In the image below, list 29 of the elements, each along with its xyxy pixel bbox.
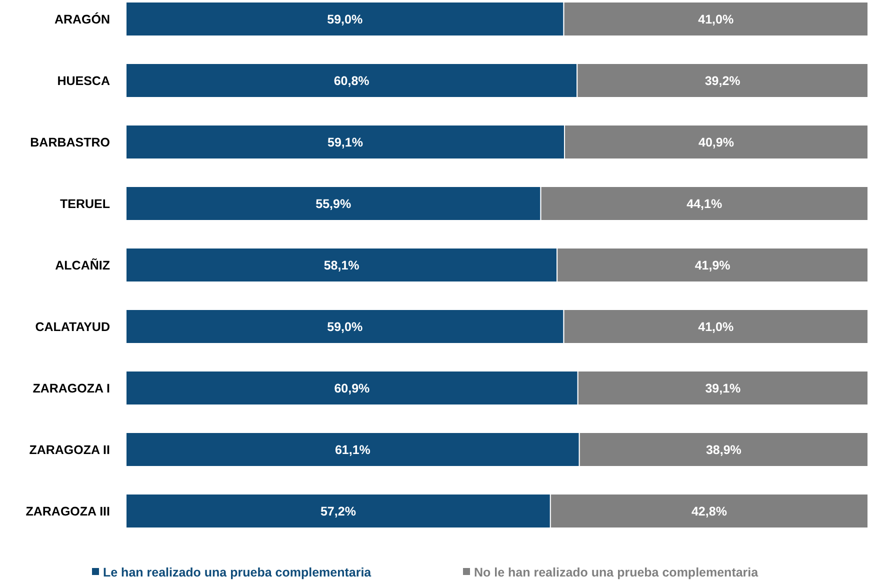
data-label: 41,0%: [698, 12, 734, 26]
y-tick-label: ARAGÓN: [54, 11, 110, 26]
data-label: 40,9%: [698, 135, 734, 150]
y-tick-label: BARBASTRO: [30, 135, 110, 150]
y-tick-label: ZARAGOZA III: [26, 504, 110, 518]
data-label: 60,9%: [334, 381, 370, 396]
legend-label: Le han realizado una prueba complementaria: [103, 565, 372, 580]
y-tick-label: CALATAYUD: [35, 320, 110, 334]
y-tick-label: ALCAÑIZ: [55, 257, 110, 272]
data-label: 41,9%: [694, 258, 730, 272]
data-label: 38,9%: [706, 442, 742, 457]
y-tick-label: ZARAGOZA I: [32, 381, 110, 396]
data-label: 57,2%: [320, 504, 356, 518]
data-label: 59,0%: [327, 12, 363, 26]
data-label: 39,1%: [705, 381, 741, 396]
data-label: 58,1%: [324, 258, 360, 272]
data-label: 59,0%: [327, 320, 363, 334]
y-tick-label: ZARAGOZA II: [29, 442, 110, 457]
data-label: 44,1%: [686, 196, 722, 211]
data-label: 55,9%: [316, 196, 352, 211]
data-label: 39,2%: [704, 74, 740, 88]
data-label: 59,1%: [328, 135, 363, 150]
data-label: 42,8%: [691, 504, 727, 518]
y-tick-label: HUESCA: [57, 74, 110, 88]
y-tick-label: TERUEL: [60, 196, 110, 211]
data-label: 61,1%: [334, 442, 370, 457]
data-label: 41,0%: [698, 320, 734, 334]
data-label: 60,8%: [334, 74, 370, 88]
legend-label: No le han realizado una prueba complementaria: [474, 565, 760, 580]
